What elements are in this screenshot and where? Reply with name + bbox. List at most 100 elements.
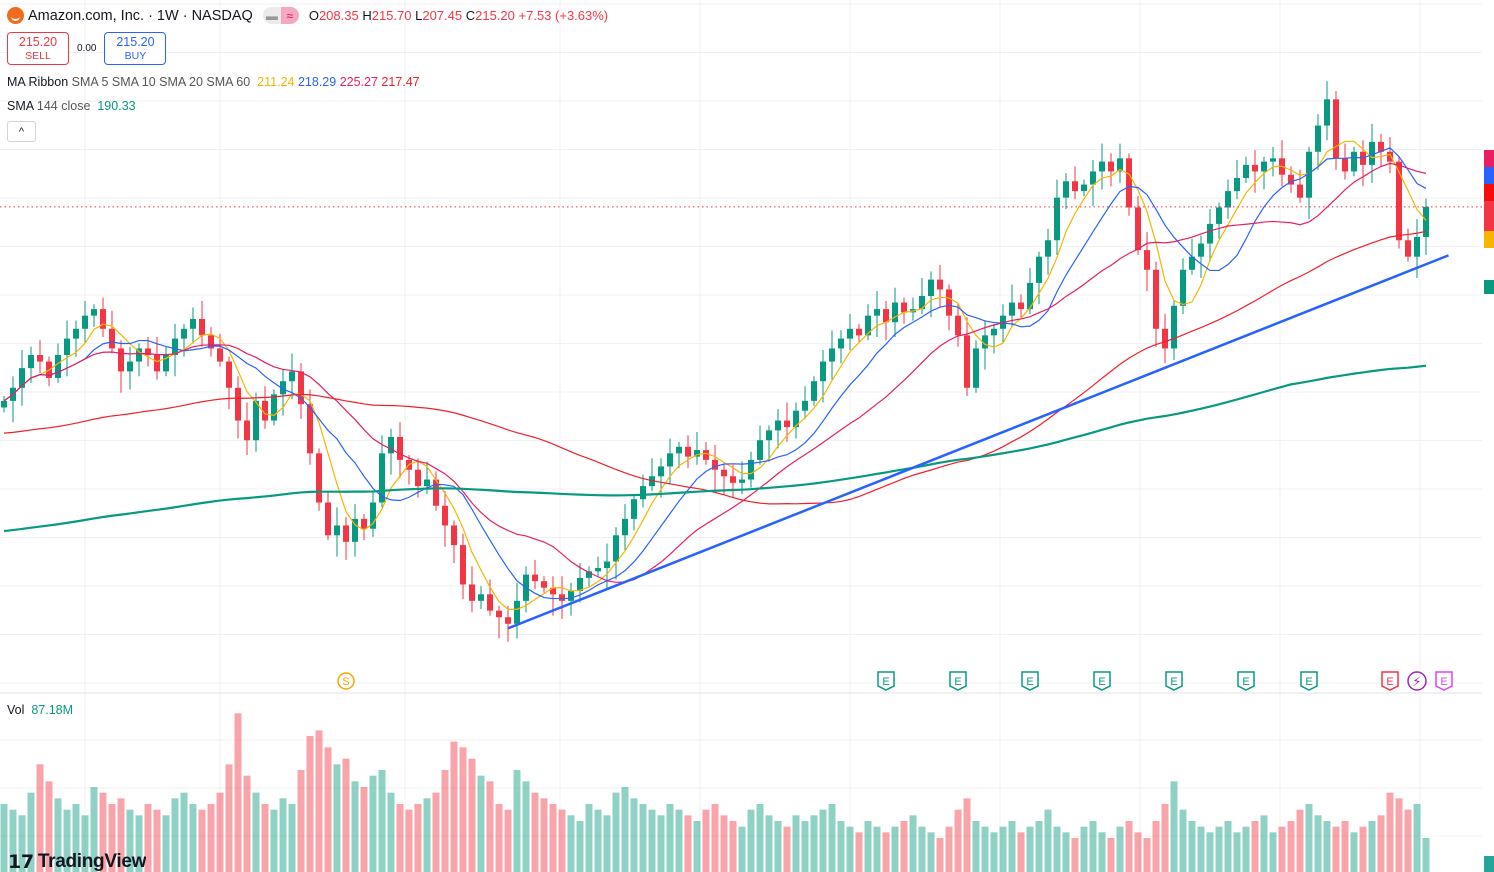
volume-bar — [0, 804, 8, 872]
candle-body — [1018, 302, 1024, 310]
volume-bar — [1233, 832, 1241, 872]
trendline — [507, 254, 1449, 630]
candle-body — [1126, 158, 1132, 208]
candle-body — [100, 309, 106, 329]
candle-body — [811, 381, 817, 401]
candle-body — [1117, 158, 1123, 172]
volume-legend[interactable]: Vol 87.18M — [7, 703, 74, 717]
candle-body — [37, 355, 43, 362]
candle-body — [91, 309, 97, 316]
candle-body — [604, 561, 610, 569]
volume-bar — [333, 764, 341, 872]
volume-bar — [27, 792, 35, 872]
sma144-legend[interactable]: SMA 144 close 190.33 — [7, 99, 136, 113]
candle-body — [154, 355, 160, 372]
volume-bar — [279, 798, 287, 872]
volume-bar — [459, 747, 467, 872]
volume-bar — [855, 832, 863, 872]
price-scale-tag — [1484, 150, 1494, 167]
candle-body — [451, 525, 457, 546]
candle-body — [73, 328, 79, 339]
candle-body — [262, 400, 268, 421]
volume-bar — [1413, 804, 1421, 872]
volume-bar — [1026, 826, 1034, 872]
volume-bar — [99, 792, 107, 872]
candle-body — [694, 450, 700, 457]
volume-bar — [666, 804, 674, 872]
candle-body — [1108, 161, 1114, 172]
ma-ribbon-legend[interactable]: MA Ribbon SMA 5 SMA 10 SMA 20 SMA 60 211… — [7, 75, 420, 89]
volume-bar — [486, 781, 494, 872]
earnings-event-icon — [1300, 671, 1318, 691]
volume-bar — [72, 804, 80, 872]
candle-body — [1090, 171, 1096, 185]
volume-bar — [864, 821, 872, 872]
market-status-pill[interactable]: ▬ ≈ — [262, 7, 299, 24]
volume-bar — [234, 713, 242, 872]
volume-bar — [612, 792, 620, 872]
volume-bar — [603, 815, 611, 872]
candle-body — [1063, 181, 1069, 198]
candle-body — [379, 453, 385, 503]
volume-bar — [630, 798, 638, 872]
volume-bar — [927, 832, 935, 872]
candle-body — [208, 335, 214, 349]
symbol-title[interactable]: Amazon.com, Inc. · 1W · NASDAQ — [28, 7, 253, 24]
candle-body — [289, 371, 295, 382]
earnings-event-icon — [1237, 671, 1255, 691]
volume-bar — [513, 770, 521, 872]
candle-body — [685, 446, 691, 457]
earnings-event-icon — [1435, 671, 1453, 691]
candle-body — [703, 450, 709, 460]
volume-bar — [1179, 809, 1187, 872]
volume-bar — [1071, 838, 1079, 872]
candle-body — [109, 328, 115, 349]
candle-body — [145, 348, 151, 355]
tradingview-logo[interactable]: 𝟭𝟳 TradingView — [8, 852, 147, 872]
candle-body — [802, 400, 808, 411]
volume-bar — [1242, 826, 1250, 872]
candle-body — [937, 279, 943, 290]
volume-bar — [315, 730, 323, 872]
volume-bar — [774, 821, 782, 872]
volume-bar — [189, 804, 197, 872]
volume-bar — [1269, 832, 1277, 872]
volume-bar — [360, 787, 368, 872]
candle-body — [973, 348, 979, 388]
price-scale-tag — [1484, 201, 1494, 231]
collapse-legend-button[interactable]: ^ — [7, 121, 36, 142]
candle-body — [1207, 223, 1213, 244]
volume-bar — [504, 809, 512, 872]
volume-bar — [729, 821, 737, 872]
earnings-event-label: E — [1242, 676, 1249, 688]
volume-bar — [909, 815, 917, 872]
price-scale-tag — [1484, 167, 1494, 184]
volume-scale-tag — [1484, 856, 1494, 872]
volume-bar — [900, 821, 908, 872]
volume-bar — [918, 826, 926, 872]
volume-bar — [1386, 792, 1394, 872]
candle-body — [640, 486, 646, 500]
volume-bar — [1305, 804, 1313, 872]
candle-body — [712, 459, 718, 470]
volume-bar — [144, 804, 152, 872]
candle-body — [730, 476, 736, 483]
candle-body — [721, 469, 727, 477]
volume-bar — [1422, 838, 1430, 872]
volume-bar — [1035, 821, 1043, 872]
candle-body — [784, 420, 790, 428]
volume-bar — [351, 781, 359, 872]
volume-bar — [558, 809, 566, 872]
candle-body — [1162, 328, 1168, 349]
candle-body — [478, 594, 484, 601]
candle-body — [352, 518, 358, 542]
buy-button[interactable]: 215.20 BUY — [104, 32, 167, 65]
sell-button[interactable]: 215.20 SELL — [7, 32, 69, 65]
candle-body — [1144, 250, 1150, 270]
candle-body — [1036, 256, 1042, 283]
volume-bar — [738, 826, 746, 872]
candle-body — [487, 594, 493, 611]
volume-bar — [90, 787, 98, 872]
candle-body — [919, 296, 925, 310]
